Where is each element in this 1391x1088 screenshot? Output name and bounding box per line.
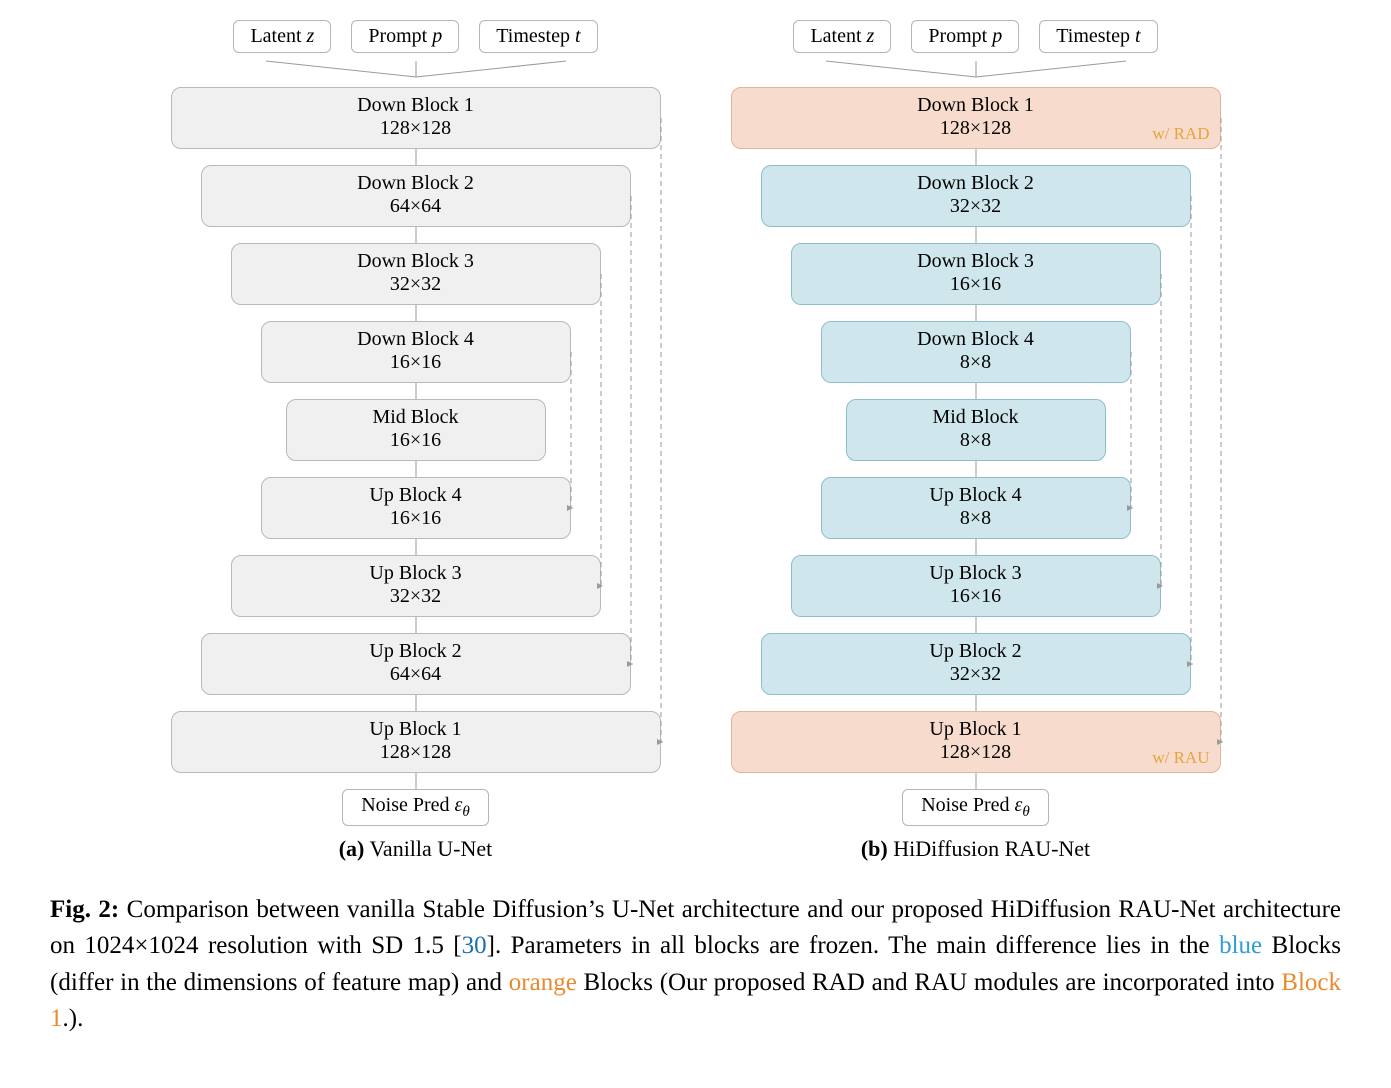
column-vanilla: Latent zPrompt pTimestep tDown Block 112…: [156, 20, 676, 862]
block-dim: 128×128: [732, 117, 1220, 140]
block-dim: 64×64: [202, 195, 630, 218]
block-title: Mid Block: [847, 406, 1105, 429]
block-title: Up Block 4: [822, 484, 1130, 507]
block: Down Block 1128×128: [171, 87, 661, 149]
block-badge: w/ RAU: [1152, 748, 1209, 768]
block: Down Block 1128×128w/ RAD: [731, 87, 1221, 149]
column-raunet: Latent zPrompt pTimestep tDown Block 112…: [716, 20, 1236, 862]
merge-connector: [716, 59, 1236, 79]
input-box: Latent z: [793, 20, 891, 53]
block: Up Block 232×32: [761, 633, 1191, 695]
block: Up Block 316×16: [791, 555, 1161, 617]
block-dim: 32×32: [762, 195, 1190, 218]
column-caption: (b) HiDiffusion RAU-Net: [861, 836, 1090, 862]
merge-connector: [156, 59, 676, 79]
block-dim: 128×128: [732, 741, 1220, 764]
block-title: Up Block 1: [172, 718, 660, 741]
block: Up Block 416×16: [261, 477, 571, 539]
block-title: Up Block 3: [232, 562, 600, 585]
block-dim: 8×8: [847, 429, 1105, 452]
block-dim: 8×8: [822, 507, 1130, 530]
block-title: Down Block 1: [172, 94, 660, 117]
column-caption: (a) Vanilla U-Net: [339, 836, 493, 862]
block: Up Block 1128×128w/ RAU: [731, 711, 1221, 773]
block-title: Down Block 4: [822, 328, 1130, 351]
block: Down Block 232×32: [761, 165, 1191, 227]
input-box: Prompt p: [911, 20, 1019, 53]
block: Up Block 332×32: [231, 555, 601, 617]
block: Down Block 264×64: [201, 165, 631, 227]
block-title: Up Block 4: [262, 484, 570, 507]
output-box: Noise Pred εθ: [902, 789, 1049, 826]
block-dim: 128×128: [172, 741, 660, 764]
block-title: Up Block 2: [762, 640, 1190, 663]
block-title: Down Block 2: [202, 172, 630, 195]
block: Up Block 48×8: [821, 477, 1131, 539]
block-badge: w/ RAD: [1152, 124, 1209, 144]
block-title: Down Block 4: [262, 328, 570, 351]
block-title: Mid Block: [287, 406, 545, 429]
block-title: Down Block 2: [762, 172, 1190, 195]
block-dim: 8×8: [822, 351, 1130, 374]
output-box: Noise Pred εθ: [342, 789, 489, 826]
input-box: Timestep t: [1039, 20, 1157, 53]
inputs-row: Latent z Prompt p Timestep t: [793, 20, 1157, 53]
block-dim: 16×16: [287, 429, 545, 452]
block: Down Block 416×16: [261, 321, 571, 383]
block: Down Block 316×16: [791, 243, 1161, 305]
input-box: Latent z: [233, 20, 331, 53]
block: Mid Block8×8: [846, 399, 1106, 461]
figure-caption: Fig. 2: Comparison between vanilla Stabl…: [20, 892, 1371, 1037]
block: Down Block 332×32: [231, 243, 601, 305]
figure-columns: Latent zPrompt pTimestep tDown Block 112…: [20, 20, 1371, 862]
block-dim: 32×32: [232, 585, 600, 608]
input-box: Prompt p: [351, 20, 459, 53]
block: Up Block 264×64: [201, 633, 631, 695]
block-title: Up Block 2: [202, 640, 630, 663]
block: Mid Block16×16: [286, 399, 546, 461]
inputs-row: Latent z Prompt p Timestep t: [233, 20, 597, 53]
block-title: Down Block 1: [732, 94, 1220, 117]
block-title: Up Block 1: [732, 718, 1220, 741]
block-dim: 16×16: [262, 351, 570, 374]
block-dim: 64×64: [202, 663, 630, 686]
block-dim: 16×16: [262, 507, 570, 530]
block-title: Up Block 3: [792, 562, 1160, 585]
block: Up Block 1128×128: [171, 711, 661, 773]
block-dim: 32×32: [232, 273, 600, 296]
block-dim: 32×32: [762, 663, 1190, 686]
block-dim: 16×16: [792, 273, 1160, 296]
block-title: Down Block 3: [232, 250, 600, 273]
block-dim: 128×128: [172, 117, 660, 140]
input-box: Timestep t: [479, 20, 597, 53]
block: Down Block 48×8: [821, 321, 1131, 383]
block-title: Down Block 3: [792, 250, 1160, 273]
block-dim: 16×16: [792, 585, 1160, 608]
